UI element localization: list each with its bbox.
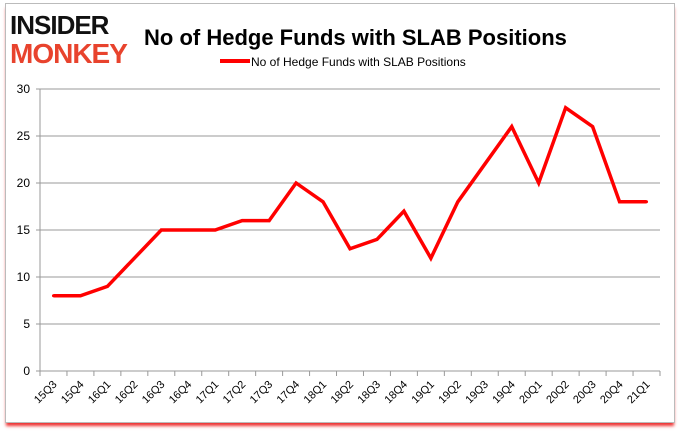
data-point [213,228,217,232]
chart-frame [5,3,675,423]
x-tick-label: 15Q3 [32,379,60,407]
y-tick-label: 5 [23,317,30,331]
data-point [132,256,136,260]
x-tick-label: 17Q3 [248,379,276,407]
x-tick-label: 19Q4 [490,379,518,407]
x-tick-label: 18Q1 [302,379,330,407]
x-tick-label: 16Q3 [140,379,168,407]
legend-label: No of Hedge Funds with SLAB Positions [251,55,466,69]
x-tick-label: 15Q4 [59,379,87,407]
y-tick-label: 10 [17,270,31,284]
chart-title: No of Hedge Funds with SLAB Positions [144,25,567,50]
y-tick-label: 25 [17,129,31,143]
y-tick-label: 30 [17,82,31,96]
data-point [483,162,487,166]
data-point [537,181,541,185]
data-point [78,294,82,298]
x-tick-label: 19Q3 [463,379,491,407]
y-tick-label: 0 [23,364,30,378]
x-tick-label: 16Q1 [86,379,114,407]
logo-line2: MONKEY [10,38,128,69]
data-point [348,247,352,251]
x-tick-label: 16Q2 [113,379,141,407]
data-point [402,209,406,213]
y-tick-label: 15 [17,223,31,237]
x-tick-label: 19Q2 [436,379,464,407]
x-tick-label: 20Q3 [571,379,599,407]
x-tick-label: 18Q4 [383,379,411,407]
data-point [186,228,190,232]
data-point [159,228,163,232]
x-tick-label: 21Q1 [625,379,653,407]
data-point [429,256,433,260]
data-point [267,219,271,223]
x-tick-label: 20Q4 [598,379,626,407]
data-point [105,284,109,288]
logo: INSIDER MONKEY [10,10,129,69]
data-point [645,200,649,204]
x-tick-label: 17Q1 [194,379,222,407]
data-point [240,219,244,223]
x-tick-label: 20Q2 [544,379,572,407]
x-tick-label: 17Q2 [221,379,249,407]
x-tick-label: 18Q3 [356,379,384,407]
data-point [321,200,325,204]
x-tick-label: 17Q4 [275,379,303,407]
y-tick-label: 20 [17,176,31,190]
x-tick-label: 19Q1 [409,379,437,407]
data-point [618,200,622,204]
logo-line1: INSIDER [10,10,110,40]
x-tick-label: 20Q1 [517,379,545,407]
x-tick-label: 18Q2 [329,379,357,407]
data-point [510,125,514,129]
x-tick-label: 16Q4 [167,379,195,407]
data-point [564,106,568,110]
data-point [375,237,379,241]
data-point [591,125,595,129]
data-point [51,294,55,298]
data-point [294,181,298,185]
data-point [456,200,460,204]
